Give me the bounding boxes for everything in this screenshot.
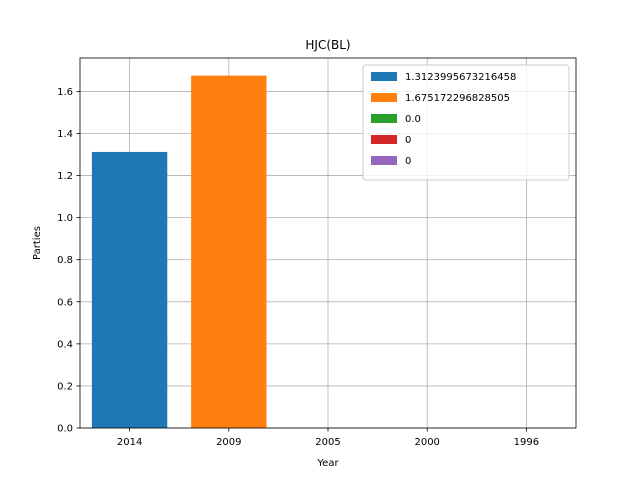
y-tick-label: 0.0 xyxy=(57,424,73,435)
legend-swatch xyxy=(371,135,397,144)
y-tick-label: 1.0 xyxy=(57,213,73,224)
x-tick-label: 2014 xyxy=(117,437,142,448)
legend-label: 0 xyxy=(405,156,411,167)
y-tick-label: 0.4 xyxy=(57,339,73,350)
legend: 1.3123995673216458 1.675172296828505 0.0 0 0 xyxy=(362,64,570,181)
chart-title: HJC(BL) xyxy=(305,38,350,52)
bars xyxy=(91,75,267,429)
ticks: 2014 2009 2005 2000 1996 0.0 0.2 0.4 0.6 0.8 1.0 1.… xyxy=(57,87,539,448)
legend-label: 0 xyxy=(405,135,411,146)
x-tick-label: 2005 xyxy=(315,437,340,448)
legend-box xyxy=(362,64,570,181)
y-axis-label: Parties xyxy=(32,226,43,260)
legend-swatch xyxy=(371,93,397,102)
legend-swatch xyxy=(371,114,397,123)
x-tick-label: 2000 xyxy=(414,437,439,448)
y-tick-label: 1.4 xyxy=(57,129,73,140)
legend-swatch xyxy=(371,156,397,165)
bar-2009 xyxy=(191,75,267,429)
x-tick-label: 2009 xyxy=(216,437,241,448)
legend-label: 0.0 xyxy=(405,114,421,125)
legend-label: 1.675172296828505 xyxy=(405,93,510,104)
x-axis-label: Year xyxy=(316,458,339,469)
y-tick-label: 0.8 xyxy=(57,255,73,266)
legend-swatch xyxy=(371,72,397,81)
x-tick-label: 1996 xyxy=(514,437,539,448)
y-tick-label: 1.6 xyxy=(57,87,73,98)
y-tick-label: 1.2 xyxy=(57,171,73,182)
y-tick-label: 0.6 xyxy=(57,297,73,308)
legend-label: 1.3123995673216458 xyxy=(405,72,516,83)
y-tick-label: 0.2 xyxy=(57,381,73,392)
bar-2014 xyxy=(91,151,168,428)
